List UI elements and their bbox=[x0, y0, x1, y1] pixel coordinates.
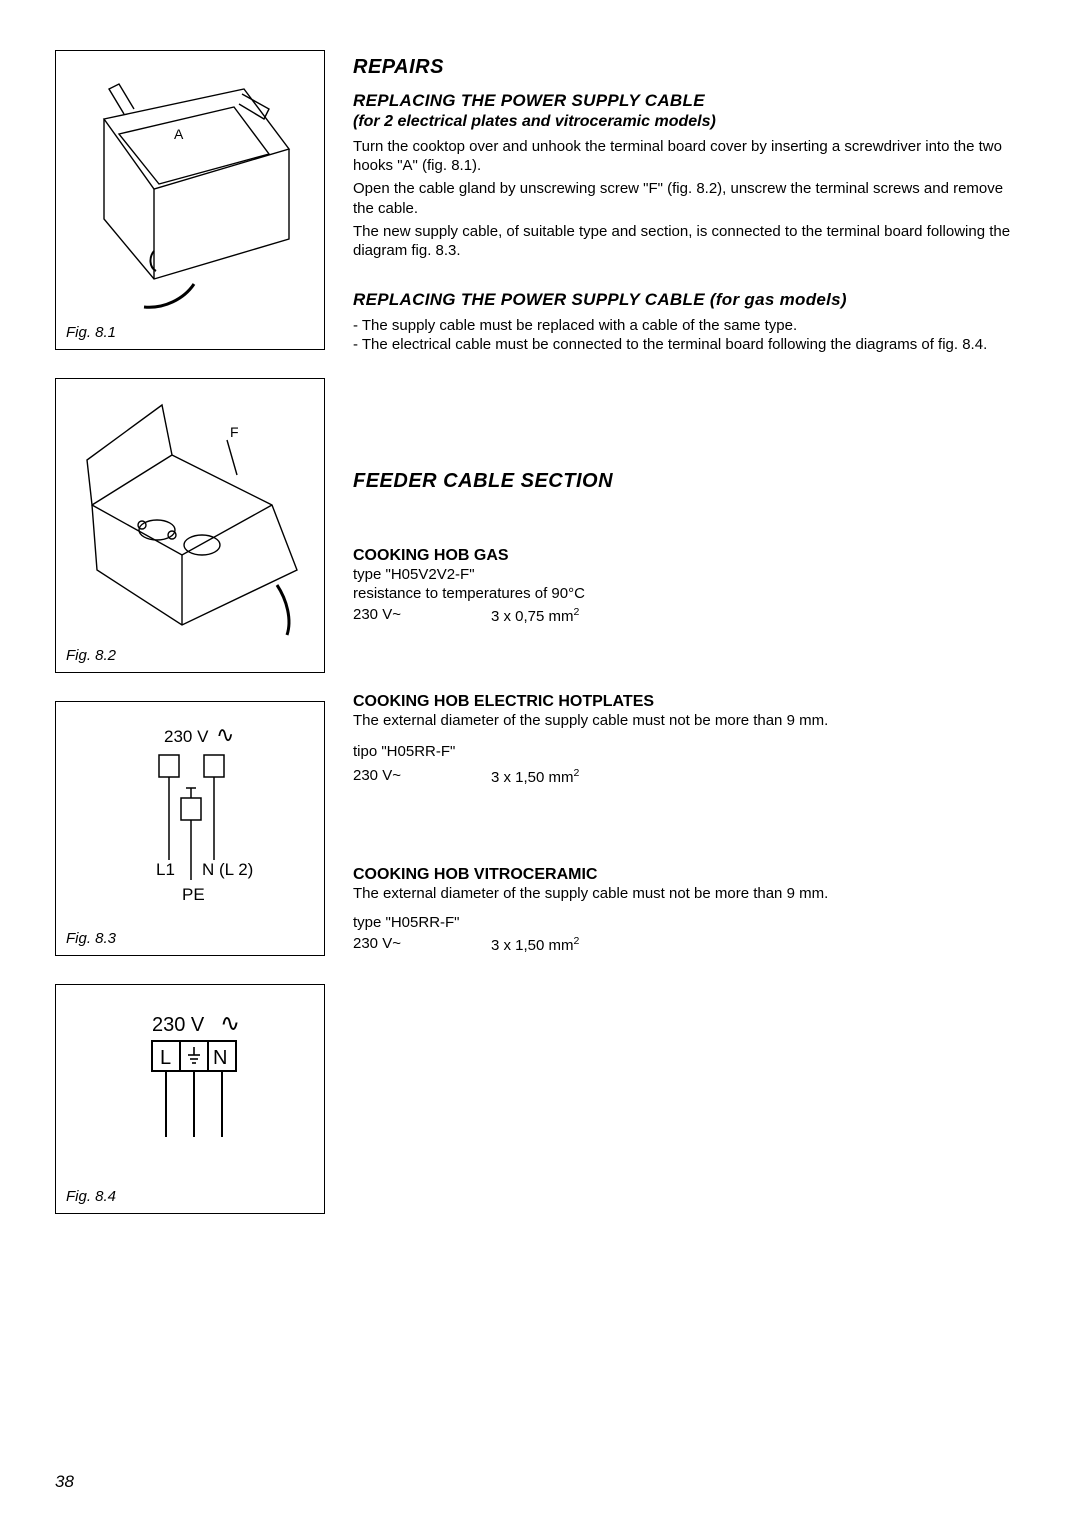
feeder-title: FEEDER CABLE SECTION bbox=[353, 470, 1025, 493]
fig4-L: L bbox=[160, 1047, 171, 1069]
gas-type: type "H05V2V2-F" bbox=[353, 565, 1025, 585]
fig-8-4-caption: Fig. 8.4 bbox=[66, 1188, 116, 1205]
text-column: REPAIRS REPLACING THE POWER SUPPLY CABLE… bbox=[353, 50, 1025, 1242]
replace-cable-subtitle: (for 2 electrical plates and vitrocerami… bbox=[353, 113, 1025, 131]
figure-8-2: F Fig. 8.2 bbox=[55, 378, 325, 673]
fig-8-3-caption: Fig. 8.3 bbox=[66, 930, 116, 947]
replace-cable-title: REPLACING THE POWER SUPPLY CABLE bbox=[353, 91, 1025, 111]
vitro-volt: 230 V~ bbox=[353, 935, 401, 954]
page-number: 38 bbox=[55, 1472, 74, 1492]
fig-8-3-drawing: 230 V ∿ L1 N (L 2) PE bbox=[64, 720, 314, 920]
elec-sect: 3 x 1,50 mm2 bbox=[491, 767, 579, 786]
fig4-N: N bbox=[213, 1047, 227, 1069]
repairs-b1: - The supply cable must be replaced with… bbox=[353, 316, 1025, 335]
spec-vitro: COOKING HOB VITROCERAMIC The external di… bbox=[353, 866, 1025, 954]
repairs-title: REPAIRS bbox=[353, 56, 1025, 79]
fig3-L: L1 bbox=[156, 860, 175, 879]
gas-volt: 230 V~ bbox=[353, 606, 401, 625]
fig-8-2-drawing: F bbox=[62, 385, 312, 645]
page-layout: A Fig. 8.1 F Fi bbox=[55, 50, 1025, 1242]
repairs-b2: - The electrical cable must be connected… bbox=[353, 335, 1025, 354]
repairs-p2: Open the cable gland by unscrewing screw… bbox=[353, 179, 1025, 217]
figure-8-1: A Fig. 8.1 bbox=[55, 50, 325, 350]
fig1-label-A: A bbox=[174, 126, 184, 142]
elec-type: tipo "H05RR-F" bbox=[353, 742, 1025, 762]
figures-column: A Fig. 8.1 F Fi bbox=[55, 50, 325, 1242]
fig-8-1-caption: Fig. 8.1 bbox=[66, 324, 116, 341]
repairs-p3: The new supply cable, of suitable type a… bbox=[353, 222, 1025, 260]
fig-8-4-drawing: 230 V ∿ L N bbox=[64, 1007, 314, 1177]
gas-sect: 3 x 0,75 mm2 bbox=[491, 606, 579, 625]
elec-note: The external diameter of the supply cabl… bbox=[353, 711, 1025, 730]
repairs-p1: Turn the cooktop over and unhook the ter… bbox=[353, 137, 1025, 175]
spec-electric: COOKING HOB ELECTRIC HOTPLATES The exter… bbox=[353, 693, 1025, 787]
vitro-type: type "H05RR-F" bbox=[353, 913, 1025, 933]
spec-gas: COOKING HOB GAS type "H05V2V2-F" resista… bbox=[353, 547, 1025, 625]
fig3-N: N (L 2) bbox=[202, 860, 253, 879]
replace-cable-gas-title: REPLACING THE POWER SUPPLY CABLE (for ga… bbox=[353, 290, 1025, 310]
svg-text:∿: ∿ bbox=[220, 1010, 240, 1037]
vitro-row: 230 V~ 3 x 1,50 mm2 bbox=[353, 935, 1025, 954]
vitro-heading: COOKING HOB VITROCERAMIC bbox=[353, 866, 1025, 884]
fig3-voltage: 230 V bbox=[164, 727, 209, 746]
elec-row: 230 V~ 3 x 1,50 mm2 bbox=[353, 767, 1025, 786]
figure-8-3: 230 V ∿ L1 N (L 2) PE bbox=[55, 701, 325, 956]
fig3-PE: PE bbox=[182, 885, 205, 904]
gas-resist: resistance to temperatures of 90°C bbox=[353, 584, 1025, 604]
figure-8-4: 230 V ∿ L N bbox=[55, 984, 325, 1214]
vitro-note: The external diameter of the supply cabl… bbox=[353, 884, 1025, 903]
elec-volt: 230 V~ bbox=[353, 767, 401, 786]
fig2-label-F: F bbox=[230, 424, 239, 440]
gas-heading: COOKING HOB GAS bbox=[353, 547, 1025, 565]
svg-text:∿: ∿ bbox=[216, 722, 234, 747]
fig-8-2-caption: Fig. 8.2 bbox=[66, 647, 116, 664]
gas-row: 230 V~ 3 x 0,75 mm2 bbox=[353, 606, 1025, 625]
vitro-sect: 3 x 1,50 mm2 bbox=[491, 935, 579, 954]
fig4-voltage: 230 V bbox=[152, 1014, 205, 1036]
elec-heading: COOKING HOB ELECTRIC HOTPLATES bbox=[353, 693, 1025, 711]
fig-8-1-drawing: A bbox=[64, 59, 314, 319]
